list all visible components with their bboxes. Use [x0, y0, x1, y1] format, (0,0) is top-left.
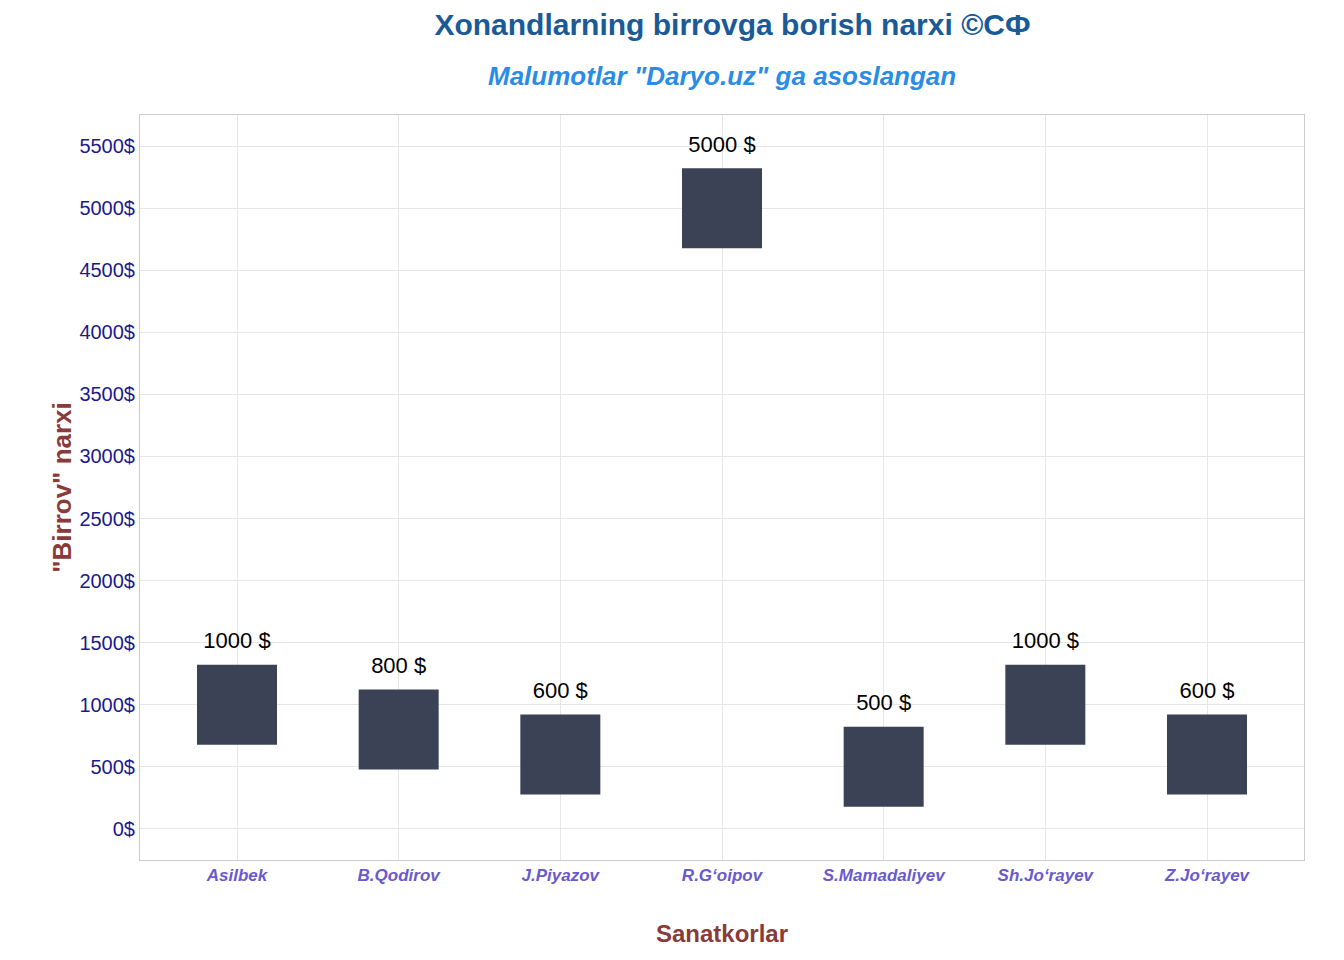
- svg-text:1500$: 1500$: [79, 632, 135, 654]
- svg-text:0$: 0$: [113, 818, 135, 840]
- svg-text:4000$: 4000$: [79, 321, 135, 343]
- svg-text:500$: 500$: [91, 756, 136, 778]
- svg-text:S.Mamadaliyev: S.Mamadaliyev: [823, 866, 946, 885]
- svg-text:Sanatkorlar: Sanatkorlar: [656, 920, 788, 947]
- svg-text:500 $: 500 $: [856, 690, 911, 715]
- svg-text:1000$: 1000$: [79, 694, 135, 716]
- svg-text:5000 $: 5000 $: [688, 132, 755, 157]
- svg-text:Xonandlarning birrovga borish: Xonandlarning birrovga borish narxi ©СФ: [434, 8, 1030, 41]
- svg-text:3500$: 3500$: [79, 383, 135, 405]
- svg-text:600 $: 600 $: [1179, 678, 1234, 703]
- svg-text:Malumotlar "Daryo.uz" ga asosl: Malumotlar "Daryo.uz" ga asoslangan: [488, 61, 956, 91]
- svg-text:5000$: 5000$: [79, 197, 135, 219]
- svg-text:R.G‘oipov: R.G‘oipov: [682, 866, 764, 885]
- svg-text:2000$: 2000$: [79, 570, 135, 592]
- svg-text:5500$: 5500$: [79, 135, 135, 157]
- svg-text:Z.Jo‘rayev: Z.Jo‘rayev: [1164, 866, 1251, 885]
- svg-text:2500$: 2500$: [79, 508, 135, 530]
- svg-text:600 $: 600 $: [533, 678, 588, 703]
- svg-text:"Birrov" narxi: "Birrov" narxi: [47, 402, 77, 573]
- svg-text:3000$: 3000$: [79, 445, 135, 467]
- svg-text:1000 $: 1000 $: [1012, 628, 1079, 653]
- svg-text:Sh.Jo‘rayev: Sh.Jo‘rayev: [998, 866, 1095, 885]
- svg-text:Asilbek: Asilbek: [206, 866, 269, 885]
- svg-text:J.Piyazov: J.Piyazov: [522, 866, 601, 885]
- svg-text:1000 $: 1000 $: [203, 628, 270, 653]
- svg-text:B.Qodirov: B.Qodirov: [358, 866, 442, 885]
- svg-text:800 $: 800 $: [371, 653, 426, 678]
- svg-text:4500$: 4500$: [79, 259, 135, 281]
